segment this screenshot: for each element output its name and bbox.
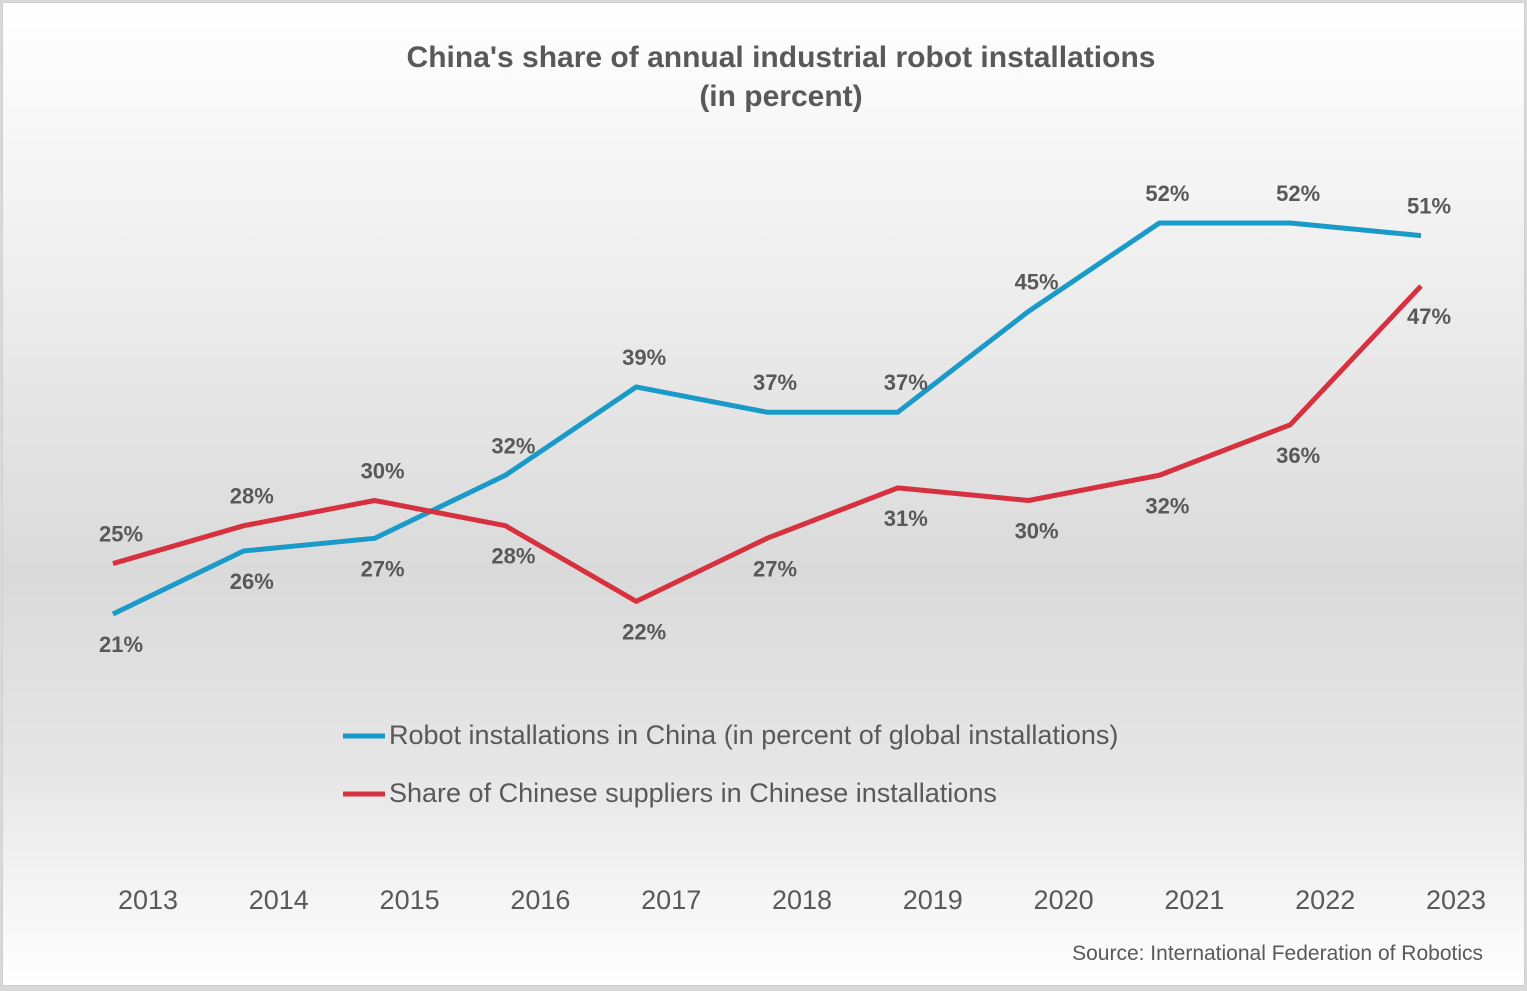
data-label: 21% [99, 632, 143, 657]
data-label: 27% [753, 556, 797, 581]
data-labels-layer: 21% 26% 27% 32% 39% 37% 37% 45% 52% 52% 51% 25% 28% 3… [99, 181, 1451, 657]
x-tick-label: 2019 [903, 885, 963, 915]
data-label: 47% [1407, 304, 1451, 329]
x-tick-label: 2021 [1164, 885, 1224, 915]
data-label: 36% [1276, 443, 1320, 468]
data-label: 30% [1015, 518, 1059, 543]
x-tick-label: 2015 [380, 885, 440, 915]
data-label: 26% [230, 569, 274, 594]
data-label: 22% [622, 619, 666, 644]
data-label: 30% [361, 458, 405, 483]
legend: Robot installations in China (in percent… [343, 720, 1118, 808]
x-tick-label: 2018 [772, 885, 832, 915]
chart-title-line-1: China's share of annual industrial robot… [407, 41, 1156, 74]
data-label: 32% [491, 433, 535, 458]
data-label: 25% [99, 522, 143, 547]
x-tick-label: 2022 [1295, 885, 1355, 915]
data-label: 28% [230, 484, 274, 509]
x-tick-label: 2023 [1426, 885, 1486, 915]
source-note: Source: International Federation of Robo… [1072, 942, 1483, 965]
x-axis-ticks: 2013 2014 2015 2016 2017 2018 2019 2020 2021 2022… [118, 885, 1486, 915]
x-tick-label: 2017 [641, 885, 701, 915]
data-label: 52% [1276, 181, 1320, 206]
data-label: 27% [361, 556, 405, 581]
series-line-chinese-suppliers [113, 286, 1421, 601]
data-label: 39% [622, 345, 666, 370]
line-chart: China's share of annual industrial robot… [3, 3, 1527, 991]
x-tick-label: 2016 [510, 885, 570, 915]
legend-label-chinese-suppliers: Share of Chinese suppliers in Chinese in… [389, 778, 997, 808]
data-label: 32% [1145, 493, 1189, 518]
x-tick-label: 2020 [1034, 885, 1094, 915]
data-label: 28% [491, 544, 535, 569]
data-label: 45% [1015, 269, 1059, 294]
data-label: 51% [1407, 194, 1451, 219]
data-label: 37% [753, 370, 797, 395]
x-tick-label: 2013 [118, 885, 178, 915]
chart-title-line-2: (in percent) [699, 80, 862, 113]
x-tick-label: 2014 [249, 885, 309, 915]
data-label: 37% [884, 370, 928, 395]
data-label: 31% [884, 506, 928, 531]
legend-label-robot-installations: Robot installations in China (in percent… [389, 720, 1118, 750]
data-label: 52% [1145, 181, 1189, 206]
